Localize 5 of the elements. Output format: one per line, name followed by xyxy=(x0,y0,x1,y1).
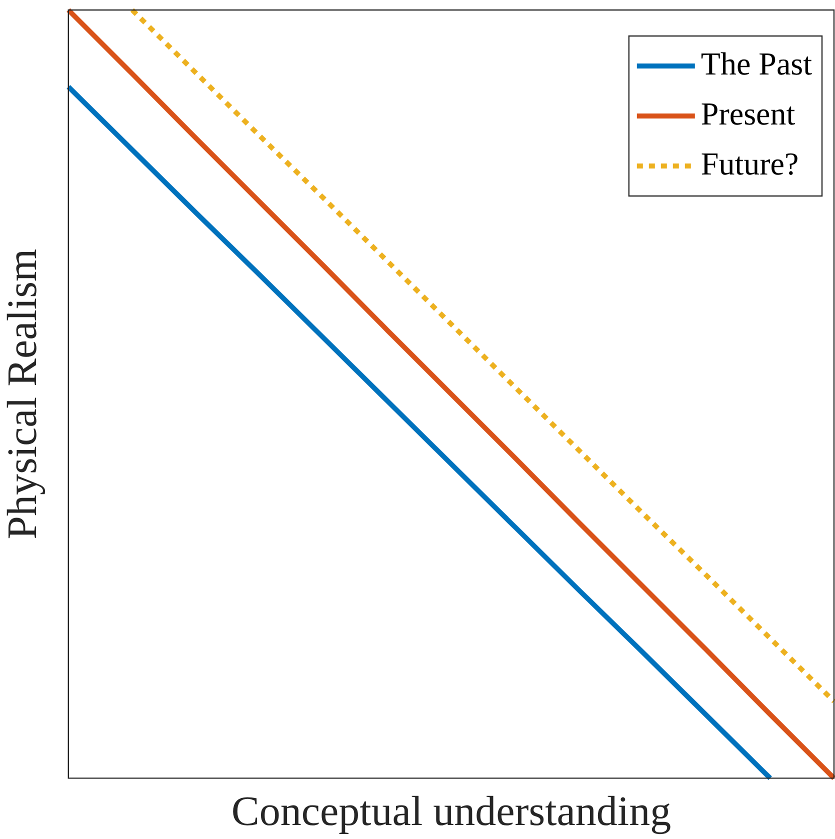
legend-label: Present xyxy=(700,95,796,132)
y-axis-title: Physical Realism xyxy=(0,248,46,540)
legend-label: Future? xyxy=(700,145,799,182)
x-axis-title: Conceptual understanding xyxy=(231,788,672,835)
legend-label: The Past xyxy=(700,45,812,82)
